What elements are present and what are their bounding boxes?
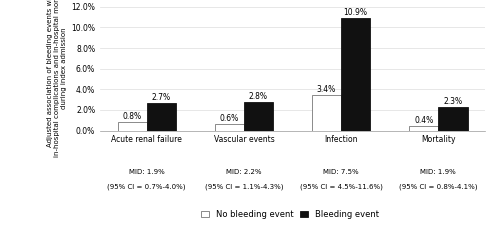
Text: 0.6%: 0.6%	[220, 114, 239, 123]
Text: MID: 1.9%: MID: 1.9%	[420, 169, 456, 176]
Bar	[146, 103, 176, 130]
Legend: No bleeding event, Bleeding event: No bleeding event, Bleeding event	[201, 209, 379, 218]
Text: 0.4%: 0.4%	[414, 116, 434, 125]
Bar	[118, 122, 146, 130]
Bar	[214, 124, 244, 130]
Text: 2.7%: 2.7%	[152, 93, 171, 102]
Text: 3.4%: 3.4%	[317, 86, 336, 94]
Bar	[341, 18, 370, 130]
Y-axis label: Adjusted association of bleeding events with
in-hospital complications and in-ho: Adjusted association of bleeding events …	[47, 0, 67, 157]
Text: 0.8%: 0.8%	[122, 112, 142, 121]
Bar	[244, 102, 273, 130]
Bar	[312, 95, 341, 130]
Text: MID: 7.5%: MID: 7.5%	[324, 169, 359, 176]
Bar	[409, 126, 438, 130]
Text: (95% CI = 0.8%-4.1%): (95% CI = 0.8%-4.1%)	[399, 183, 477, 190]
Text: (95% CI = 0.7%-4.0%): (95% CI = 0.7%-4.0%)	[108, 183, 186, 190]
Text: 2.8%: 2.8%	[249, 92, 268, 101]
Bar	[438, 107, 468, 130]
Text: (95% CI = 4.5%-11.6%): (95% CI = 4.5%-11.6%)	[300, 183, 382, 190]
Text: MID: 1.9%: MID: 1.9%	[129, 169, 164, 176]
Text: (95% CI = 1.1%-4.3%): (95% CI = 1.1%-4.3%)	[204, 183, 283, 190]
Text: 10.9%: 10.9%	[344, 8, 367, 17]
Text: MID: 2.2%: MID: 2.2%	[226, 169, 262, 176]
Text: 2.3%: 2.3%	[444, 97, 462, 106]
